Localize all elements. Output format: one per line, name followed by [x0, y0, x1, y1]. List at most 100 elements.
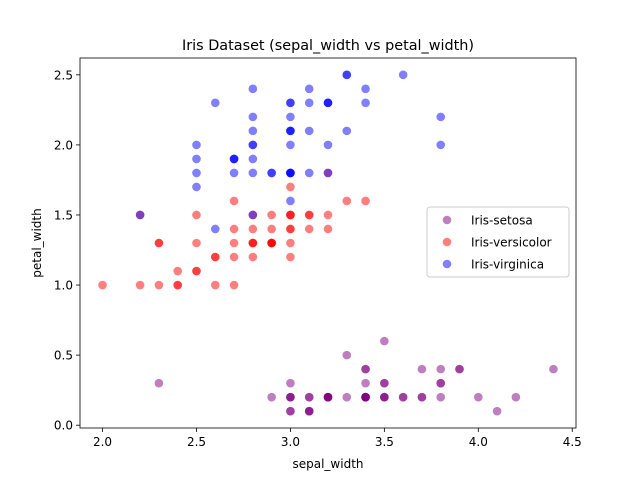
data-point: [286, 406, 295, 416]
data-point: [380, 336, 389, 346]
legend: Iris-setosa Iris-versicolor Iris-virginica: [426, 206, 570, 278]
data-point: [286, 182, 295, 192]
data-point: [492, 406, 502, 416]
legend-marker: [442, 237, 452, 247]
data-point: [248, 210, 258, 220]
data-point: [361, 364, 370, 374]
data-point: [342, 350, 352, 360]
data-point: [323, 210, 333, 220]
data-point: [210, 252, 220, 262]
y-tick-label: 1.0: [54, 279, 73, 293]
data-point: [436, 112, 446, 122]
data-point: [304, 392, 314, 402]
legend-marker: [442, 259, 452, 269]
data-point: [323, 392, 333, 402]
data-point: [229, 238, 239, 248]
data-point: [248, 168, 258, 178]
data-point: [229, 168, 239, 178]
x-tick-label: 2.0: [93, 435, 112, 449]
data-point: [286, 196, 295, 206]
data-point: [267, 238, 276, 248]
data-point: [248, 224, 258, 234]
data-point: [173, 266, 182, 276]
data-point: [210, 224, 220, 234]
data-point: [361, 378, 370, 388]
y-tick-label: 0.0: [54, 419, 73, 433]
data-point: [229, 154, 239, 164]
x-tick-label: 4.5: [563, 435, 582, 449]
data-point: [192, 154, 201, 164]
legend-label: Iris-setosa: [471, 214, 533, 228]
data-point: [286, 168, 295, 178]
data-point: [248, 84, 258, 94]
data-point: [248, 140, 258, 150]
data-point: [248, 126, 258, 136]
data-point: [342, 196, 352, 206]
data-point: [192, 168, 201, 178]
data-point: [436, 378, 446, 388]
data-point: [436, 140, 446, 150]
data-point: [229, 196, 239, 206]
data-point: [436, 364, 446, 374]
data-point: [304, 210, 314, 220]
x-axis-label: sepal_width: [292, 457, 363, 471]
data-point: [286, 112, 295, 122]
chart-title: Iris Dataset (sepal_width vs petal_width…: [182, 38, 474, 54]
y-axis-label: petal_width: [30, 208, 44, 277]
data-point: [229, 280, 239, 290]
data-point: [417, 364, 427, 374]
data-point: [342, 70, 352, 80]
data-point: [154, 378, 164, 388]
data-point: [474, 392, 483, 402]
data-point: [398, 392, 408, 402]
data-point: [154, 238, 164, 248]
data-point: [286, 98, 295, 108]
x-tick-label: 2.5: [187, 435, 206, 449]
data-point: [361, 84, 370, 94]
data-point: [417, 392, 427, 402]
y-tick-label: 1.5: [54, 208, 73, 222]
data-point: [267, 168, 276, 178]
data-point: [286, 140, 295, 150]
data-point: [229, 252, 239, 262]
data-point: [229, 224, 239, 234]
data-point: [361, 196, 370, 206]
data-point: [304, 406, 314, 416]
data-point: [192, 210, 201, 220]
data-point: [248, 238, 258, 248]
y-axis-ticks: 0.0 0.5 1.0 1.5 2.0 2.5: [54, 68, 80, 433]
data-point: [248, 154, 258, 164]
data-point: [511, 392, 521, 402]
data-point: [192, 238, 201, 248]
data-point: [286, 224, 295, 234]
data-point: [267, 210, 276, 220]
data-point: [380, 378, 389, 388]
data-point: [323, 98, 333, 108]
data-point: [286, 238, 295, 248]
data-point: [210, 98, 220, 108]
data-point: [304, 98, 314, 108]
data-point: [135, 280, 145, 290]
data-point: [304, 126, 314, 136]
data-point: [192, 182, 201, 192]
x-axis-ticks: 2.0 2.5 3.0 3.5 4.0 4.5: [93, 428, 582, 449]
data-point: [286, 126, 295, 136]
y-tick-label: 2.0: [54, 138, 73, 152]
data-point: [135, 210, 145, 220]
data-point: [304, 168, 314, 178]
data-point: [286, 252, 295, 262]
data-point: [154, 280, 164, 290]
data-point: [361, 98, 370, 108]
data-point: [286, 210, 295, 220]
data-point: [398, 70, 408, 80]
data-point: [323, 140, 333, 150]
data-point: [286, 378, 295, 388]
data-point: [455, 364, 464, 374]
data-point: [304, 84, 314, 94]
data-point: [248, 112, 258, 122]
data-point: [436, 392, 446, 402]
data-point: [192, 266, 201, 276]
y-tick-label: 2.5: [54, 68, 73, 82]
